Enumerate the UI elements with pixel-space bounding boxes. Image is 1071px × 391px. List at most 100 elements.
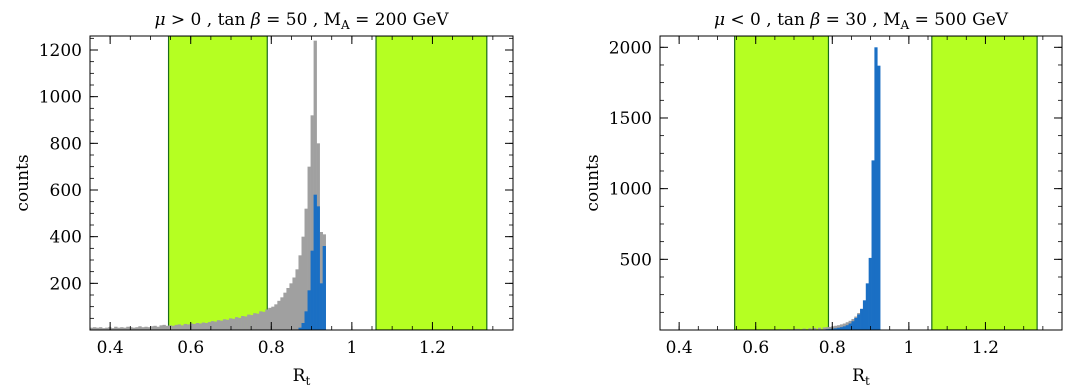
histogram-bar-selected	[848, 323, 852, 330]
histogram-bar-all	[319, 232, 323, 330]
histogram-bar-all	[165, 325, 169, 330]
histogram-bar-all	[189, 323, 194, 330]
histogram-bar-all	[180, 325, 184, 330]
histogram-bar-all	[105, 327, 109, 330]
plot-frame	[89, 35, 514, 331]
x-tick-label: 1	[346, 338, 357, 358]
histogram-bar-all	[822, 327, 826, 330]
histogram-bar-all	[222, 319, 227, 330]
histogram-bar-selected	[834, 328, 838, 330]
y-tick-label: 200	[50, 274, 82, 294]
histogram-bar-all	[268, 307, 272, 330]
chart-title: μ > 0 , tan β = 50 , MA = 200 GeV	[154, 10, 449, 32]
histogram-bar-all	[813, 328, 817, 330]
histogram-bar-selected	[319, 283, 323, 330]
histogram-bar-all	[207, 322, 212, 330]
histogram-bar-all	[271, 306, 275, 330]
histogram-bar-all	[216, 320, 221, 330]
histogram-bar-all	[831, 326, 835, 330]
histogram-bar-all	[120, 327, 124, 330]
histogram-bar-all	[817, 327, 822, 330]
histogram-bar-selected	[862, 300, 867, 330]
histogram-bar-all	[171, 325, 175, 330]
histogram-bar-selected	[313, 194, 317, 330]
histogram-bar-selected	[828, 328, 832, 330]
histogram-bar-all	[114, 326, 118, 330]
histogram-bar-all	[313, 40, 317, 330]
histogram-bar-all	[147, 327, 151, 330]
plot-frame	[659, 35, 1063, 331]
y-axis-label: counts	[13, 154, 33, 211]
histogram-bar-selected	[301, 323, 305, 330]
histogram-bar-all	[301, 236, 305, 330]
band-region	[931, 36, 1038, 330]
x-axis-label: Rt	[293, 366, 311, 388]
histogram-bar-all	[277, 300, 281, 330]
chart-title: μ < 0 , tan β = 30 , MA = 500 GeV	[714, 10, 1009, 32]
histogram-bar-all	[117, 327, 121, 330]
histogram-bar-selected	[837, 327, 841, 330]
band-region	[167, 36, 268, 330]
y-tick-label: 1000	[609, 180, 652, 200]
histogram-bar-all	[825, 327, 829, 330]
histogram-bar-all	[144, 326, 148, 330]
histogram-bar-selected	[874, 47, 878, 330]
histogram-bar-all	[289, 283, 293, 330]
histogram-bar-all	[135, 327, 139, 330]
histogram-bar-all	[102, 328, 106, 330]
histogram-bar-selected	[868, 257, 872, 330]
histogram-bar-all	[250, 315, 254, 330]
y-tick-label: 1200	[39, 41, 82, 61]
histogram-bar-selected	[831, 328, 835, 330]
histogram-bar-all	[219, 320, 224, 330]
band-region	[375, 36, 488, 330]
histogram-bar-selected	[845, 325, 849, 330]
histogram-bar-all	[837, 325, 841, 330]
histogram-bar-all	[225, 319, 230, 330]
histogram-bar-all	[174, 324, 178, 330]
y-tick-label: 500	[620, 250, 652, 270]
histogram-bar-all	[132, 327, 136, 330]
chart-panel-1: 0.4 0.6 0.8 1 1.2 200 400 600 800 1000 1200 μ > 0 ,…	[13, 10, 514, 388]
x-tick-label: 0.6	[177, 338, 204, 358]
histogram-bar-all	[183, 323, 187, 330]
histogram-bar-all	[274, 304, 278, 330]
plot-area	[734, 36, 1038, 330]
x-tick-label: 0.6	[742, 338, 769, 358]
histogram-bar-all	[265, 309, 269, 330]
histogram-bar-all	[834, 325, 838, 330]
histogram-bar-selected	[307, 290, 311, 330]
histogram-bar-all	[198, 323, 203, 330]
histogram-bar-all	[808, 328, 812, 330]
histogram-bar-all	[126, 326, 130, 330]
histogram-bar-all	[262, 311, 266, 330]
histogram-bar-selected	[842, 326, 846, 330]
histogram-bar-all	[213, 321, 218, 330]
chart-panel-2: 0.4 0.6 0.8 1 1.2 500 1000 1500 2000 μ < 0 , tan …	[583, 10, 1063, 388]
histogram-bar-selected	[857, 314, 861, 330]
histogram-bar-all	[295, 269, 299, 330]
histogram-bar-all	[195, 323, 200, 330]
histogram-bar-all	[794, 328, 798, 330]
histogram-bar-all	[93, 327, 97, 330]
histogram-bar-all	[247, 314, 251, 330]
histogram-bar-all	[828, 326, 832, 330]
histogram-bar-all	[186, 324, 191, 330]
histogram-bar-all	[204, 323, 209, 330]
histogram-bar-all	[162, 324, 166, 330]
histogram-bar-all	[802, 328, 806, 330]
y-tick-label: 800	[50, 134, 82, 154]
histogram-bar-all	[253, 313, 257, 330]
histogram-bar-all	[111, 328, 115, 330]
band-region	[734, 36, 830, 330]
histogram-bar-all	[210, 321, 215, 330]
x-tick-label: 0.4	[666, 338, 693, 358]
histogram-bar-all	[310, 115, 314, 330]
histogram-bar-selected	[860, 308, 864, 330]
histogram-bar-selected	[298, 327, 302, 330]
histogram-bar-all	[129, 327, 133, 330]
histogram-bar-all	[286, 288, 290, 330]
x-axis-label: Rt	[852, 366, 870, 388]
x-tick-label: 0.4	[97, 338, 124, 358]
